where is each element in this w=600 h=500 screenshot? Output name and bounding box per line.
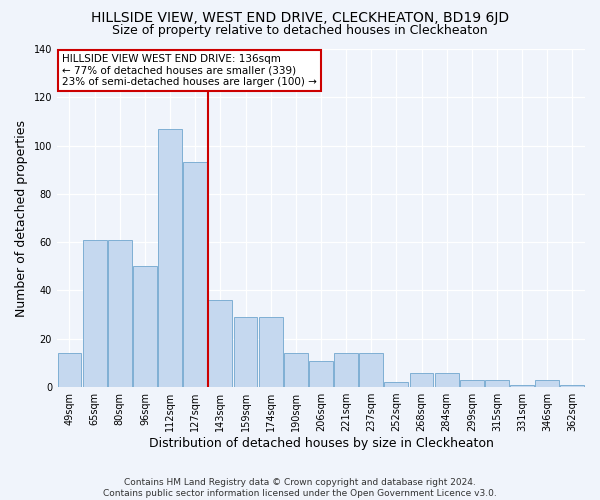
Bar — [510, 384, 534, 387]
Bar — [183, 162, 207, 387]
Text: Contains HM Land Registry data © Crown copyright and database right 2024.
Contai: Contains HM Land Registry data © Crown c… — [103, 478, 497, 498]
Bar — [208, 300, 232, 387]
Bar — [410, 372, 433, 387]
Bar — [460, 380, 484, 387]
Bar — [133, 266, 157, 387]
Bar — [385, 382, 409, 387]
Bar — [309, 360, 333, 387]
Text: Size of property relative to detached houses in Cleckheaton: Size of property relative to detached ho… — [112, 24, 488, 37]
Bar — [435, 372, 458, 387]
Bar — [359, 354, 383, 387]
Bar — [535, 380, 559, 387]
X-axis label: Distribution of detached houses by size in Cleckheaton: Distribution of detached houses by size … — [149, 437, 493, 450]
Bar — [83, 240, 107, 387]
Bar — [284, 354, 308, 387]
Bar — [108, 240, 132, 387]
Bar — [233, 317, 257, 387]
Bar — [560, 384, 584, 387]
Bar — [334, 354, 358, 387]
Bar — [158, 128, 182, 387]
Text: HILLSIDE VIEW, WEST END DRIVE, CLECKHEATON, BD19 6JD: HILLSIDE VIEW, WEST END DRIVE, CLECKHEAT… — [91, 11, 509, 25]
Bar — [58, 354, 82, 387]
Text: HILLSIDE VIEW WEST END DRIVE: 136sqm
← 77% of detached houses are smaller (339)
: HILLSIDE VIEW WEST END DRIVE: 136sqm ← 7… — [62, 54, 317, 88]
Bar — [485, 380, 509, 387]
Y-axis label: Number of detached properties: Number of detached properties — [15, 120, 28, 316]
Bar — [259, 317, 283, 387]
